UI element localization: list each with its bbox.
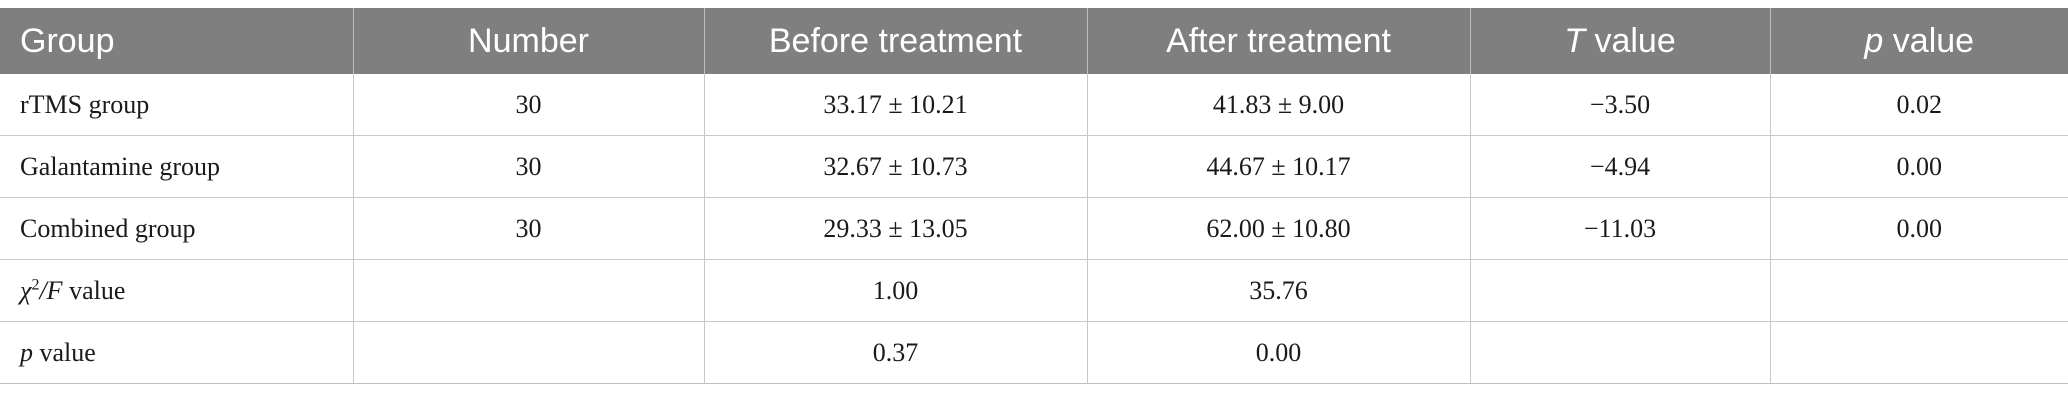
p-symbol: p (20, 337, 33, 367)
header-p-value: p value (1770, 8, 2068, 74)
table-header-row: Group Number Before treatment After trea… (0, 8, 2068, 74)
cell-before: 1.00 (704, 259, 1088, 322)
header-after-treatment: After treatment (1087, 8, 1471, 74)
results-table: Group Number Before treatment After trea… (0, 8, 2068, 384)
cell-p-empty (1770, 259, 2068, 322)
cell-number: 30 (353, 135, 705, 198)
cell-after: 0.00 (1087, 321, 1471, 384)
cell-t-value: −3.50 (1470, 74, 1771, 136)
table-row: rTMS group 30 33.17 ± 10.21 41.83 ± 9.00… (0, 74, 2068, 136)
cell-t-value: −11.03 (1470, 197, 1771, 260)
header-t-value: T value (1470, 8, 1771, 74)
cell-after: 62.00 ± 10.80 (1087, 197, 1471, 260)
cell-number: 30 (353, 74, 705, 136)
cell-t-empty (1470, 259, 1771, 322)
cell-number-empty (353, 321, 705, 384)
cell-before: 0.37 (704, 321, 1088, 384)
cell-p-value: 0.02 (1770, 74, 2068, 136)
cell-t-empty (1470, 321, 1771, 384)
cell-t-value: −4.94 (1470, 135, 1771, 198)
cell-p-value: 0.00 (1770, 197, 2068, 260)
stat-row-chi-f: χ2/F value 1.00 35.76 (0, 259, 2068, 322)
header-t-symbol: T (1564, 21, 1586, 60)
header-group: Group (0, 8, 354, 74)
cell-group: rTMS group (0, 74, 354, 136)
f-symbol: /F (39, 275, 63, 305)
cell-after: 44.67 ± 10.17 (1087, 135, 1471, 198)
chi-superscript: 2 (31, 275, 40, 293)
cell-group: Combined group (0, 197, 354, 260)
cell-p-empty (1770, 321, 2068, 384)
cell-number-empty (353, 259, 705, 322)
stat-row-p: p value 0.37 0.00 (0, 321, 2068, 384)
cell-after: 35.76 (1087, 259, 1471, 322)
cell-before: 33.17 ± 10.21 (704, 74, 1088, 136)
header-before-treatment: Before treatment (704, 8, 1088, 74)
cell-before: 32.67 ± 10.73 (704, 135, 1088, 198)
header-number: Number (353, 8, 705, 74)
cell-before: 29.33 ± 13.05 (704, 197, 1088, 260)
table-row: Galantamine group 30 32.67 ± 10.73 44.67… (0, 135, 2068, 198)
cell-p-value: 0.00 (1770, 135, 2068, 198)
cell-stat-label: p value (0, 321, 354, 384)
chi-symbol: χ (20, 275, 32, 305)
data-table-container: Group Number Before treatment After trea… (0, 8, 2068, 384)
cell-number: 30 (353, 197, 705, 260)
cell-group: Galantamine group (0, 135, 354, 198)
header-p-symbol: p (1864, 21, 1884, 60)
cell-after: 41.83 ± 9.00 (1087, 74, 1471, 136)
cell-stat-label: χ2/F value (0, 259, 354, 322)
table-row: Combined group 30 29.33 ± 13.05 62.00 ± … (0, 197, 2068, 260)
